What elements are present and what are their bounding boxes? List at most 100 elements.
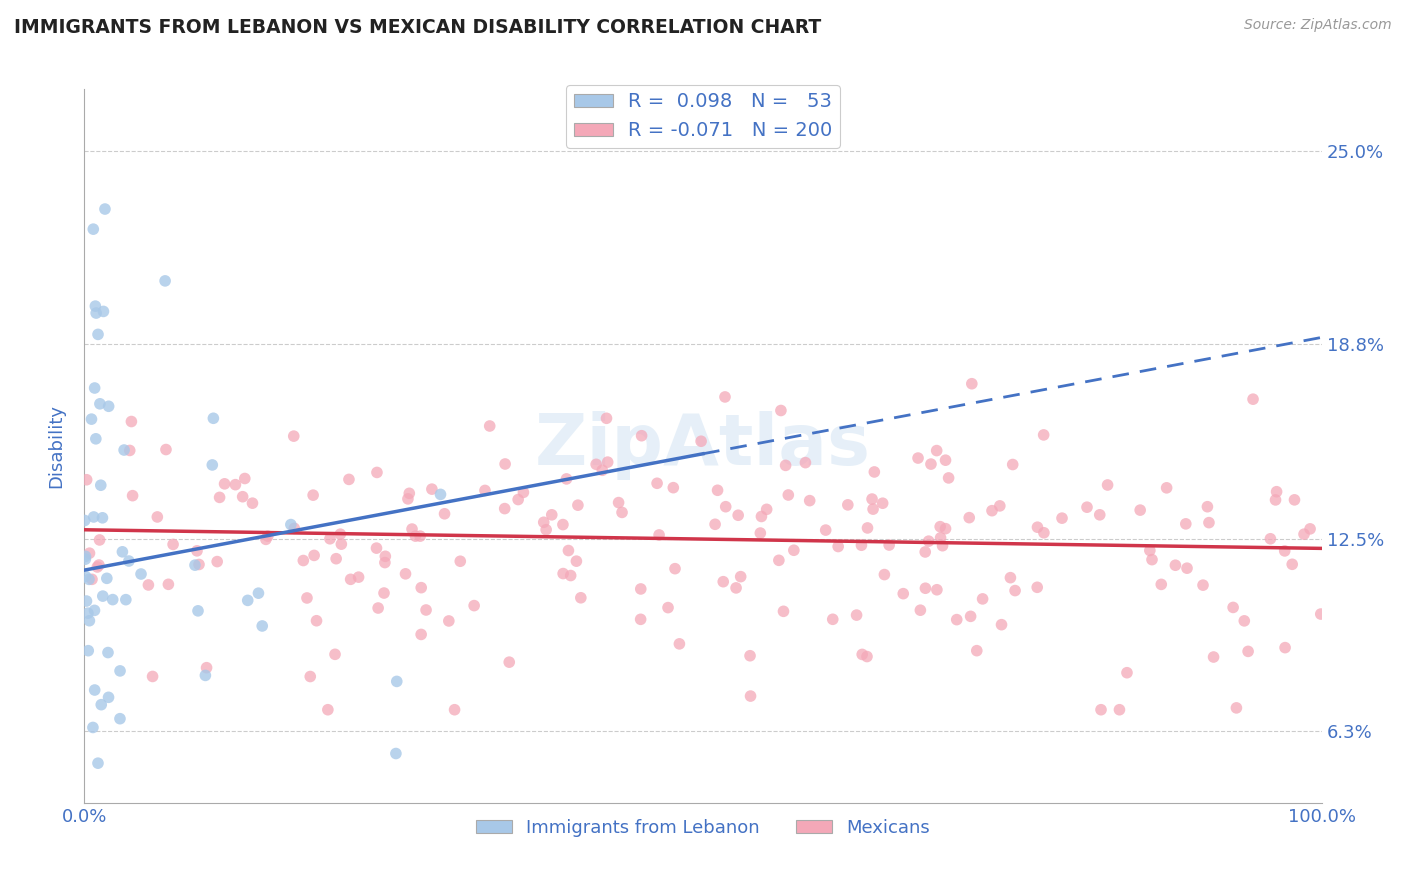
- Point: [837, 498, 859, 512]
- Point: [1222, 600, 1244, 615]
- Point: [891, 587, 914, 601]
- Point: [1174, 516, 1197, 531]
- Point: [433, 507, 456, 521]
- Point: [1116, 665, 1139, 680]
- Point: [233, 471, 256, 485]
- Point: [187, 604, 209, 618]
- Point: [1241, 392, 1264, 407]
- Point: [1233, 614, 1256, 628]
- Point: [1032, 525, 1054, 540]
- Point: [725, 581, 748, 595]
- Point: [533, 516, 555, 530]
- Point: [478, 419, 501, 434]
- Point: [305, 614, 328, 628]
- Point: [783, 543, 806, 558]
- Point: [449, 554, 471, 568]
- Point: [97, 690, 120, 705]
- Point: [1088, 508, 1111, 522]
- Point: [1076, 500, 1098, 515]
- Point: [415, 603, 437, 617]
- Point: [292, 553, 315, 567]
- Point: [851, 538, 873, 552]
- Point: [76, 473, 98, 487]
- Point: [1026, 520, 1049, 534]
- Point: [202, 411, 225, 425]
- Point: [316, 703, 339, 717]
- Point: [157, 577, 180, 591]
- Point: [860, 491, 883, 506]
- Point: [411, 627, 433, 641]
- Point: [585, 458, 607, 472]
- Point: [83, 683, 105, 698]
- Point: [91, 589, 114, 603]
- Point: [83, 603, 105, 617]
- Point: [935, 522, 957, 536]
- Point: [77, 573, 100, 587]
- Point: [945, 613, 967, 627]
- Point: [907, 451, 929, 466]
- Point: [1175, 561, 1198, 575]
- Point: [429, 487, 451, 501]
- Point: [76, 594, 98, 608]
- Point: [409, 529, 432, 543]
- Point: [769, 403, 792, 417]
- Point: [1281, 558, 1303, 572]
- Point: [856, 649, 879, 664]
- Point: [553, 566, 575, 581]
- Point: [86, 560, 108, 574]
- Point: [195, 661, 218, 675]
- Point: [89, 397, 111, 411]
- Text: IMMIGRANTS FROM LEBANON VS MEXICAN DISABILITY CORRELATION CHART: IMMIGRANTS FROM LEBANON VS MEXICAN DISAB…: [14, 18, 821, 37]
- Point: [97, 646, 120, 660]
- Point: [557, 543, 579, 558]
- Point: [232, 490, 254, 504]
- Point: [254, 533, 277, 547]
- Point: [89, 533, 111, 547]
- Point: [569, 591, 592, 605]
- Point: [1164, 558, 1187, 573]
- Point: [1237, 644, 1260, 658]
- Point: [91, 511, 114, 525]
- Point: [398, 486, 420, 500]
- Point: [112, 443, 135, 458]
- Point: [339, 572, 361, 586]
- Point: [512, 485, 534, 500]
- Point: [1198, 516, 1220, 530]
- Point: [551, 517, 574, 532]
- Point: [87, 327, 110, 342]
- Point: [208, 491, 231, 505]
- Point: [772, 604, 794, 618]
- Point: [83, 381, 105, 395]
- Point: [224, 477, 246, 491]
- Point: [494, 501, 516, 516]
- Point: [821, 612, 844, 626]
- Point: [295, 591, 318, 605]
- Point: [1004, 583, 1026, 598]
- Point: [845, 608, 868, 623]
- Point: [138, 578, 160, 592]
- Point: [540, 508, 562, 522]
- Point: [247, 586, 270, 600]
- Point: [299, 669, 322, 683]
- Point: [755, 502, 778, 516]
- Point: [668, 637, 690, 651]
- Point: [925, 443, 948, 458]
- Point: [630, 428, 652, 442]
- Point: [555, 472, 578, 486]
- Point: [420, 482, 443, 496]
- Point: [508, 492, 530, 507]
- Text: Source: ZipAtlas.com: Source: ZipAtlas.com: [1244, 18, 1392, 32]
- Point: [142, 669, 165, 683]
- Point: [214, 476, 236, 491]
- Point: [1032, 428, 1054, 442]
- Point: [959, 609, 981, 624]
- Point: [367, 601, 389, 615]
- Point: [1274, 544, 1296, 558]
- Point: [97, 399, 120, 413]
- Point: [385, 674, 408, 689]
- Point: [252, 619, 274, 633]
- Point: [872, 496, 894, 510]
- Point: [82, 721, 104, 735]
- Point: [981, 504, 1004, 518]
- Point: [1309, 607, 1331, 621]
